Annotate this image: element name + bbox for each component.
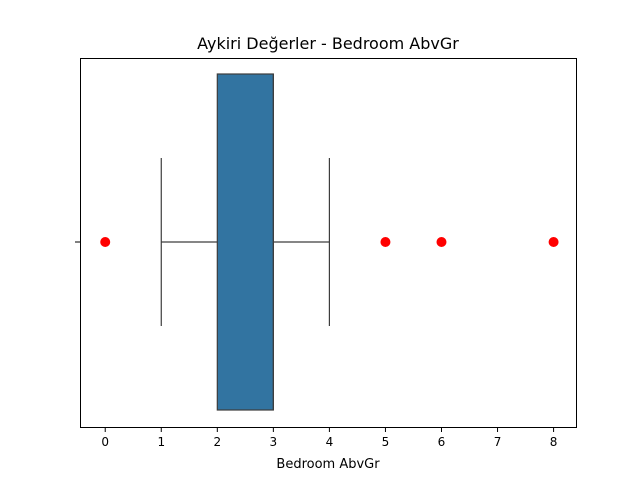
x-tick-label: 3 [270, 435, 278, 449]
plot-marks [100, 73, 559, 411]
outlier-point [100, 237, 111, 247]
x-tick-label: 4 [326, 435, 334, 449]
outlier-point [548, 237, 559, 247]
x-axis-ticks: 0 1 2 3 4 5 6 7 8 [101, 427, 557, 449]
x-tick-label: 1 [157, 435, 165, 449]
x-tick-label: 2 [213, 435, 221, 449]
x-tick-label: 5 [382, 435, 390, 449]
x-tick-label: 7 [494, 435, 502, 449]
outlier-point [436, 237, 447, 247]
outlier-point [380, 237, 391, 247]
x-tick-label: 0 [101, 435, 109, 449]
axes-frame [80, 58, 577, 428]
iqr-box [216, 73, 274, 411]
x-tick-label: 8 [550, 435, 558, 449]
x-tick-label: 6 [438, 435, 446, 449]
chart-title: Aykiri Değerler - Bedroom AbvGr [197, 34, 459, 53]
x-axis-label: Bedroom AbvGr [276, 457, 380, 472]
